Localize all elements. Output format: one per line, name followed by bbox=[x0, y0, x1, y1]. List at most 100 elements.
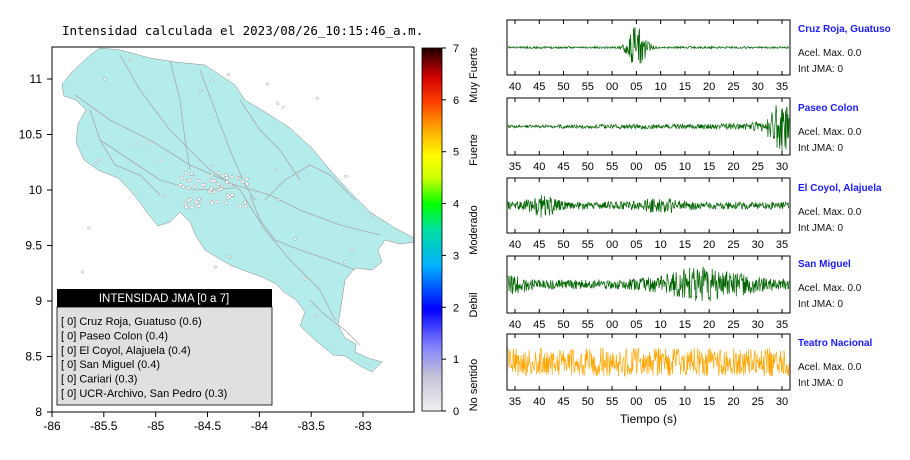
seismogram-tick-label: 20 bbox=[727, 396, 739, 408]
seismogram-tick-label: 25 bbox=[752, 161, 764, 173]
map-ytick-label: 10.5 bbox=[19, 128, 43, 142]
station-marker bbox=[315, 96, 319, 100]
station-marker bbox=[209, 173, 214, 178]
station-marker bbox=[93, 161, 98, 165]
station-marker bbox=[211, 178, 215, 183]
map-xtick-label: -84.5 bbox=[194, 419, 222, 433]
station-marker bbox=[103, 77, 107, 81]
station-info: Cruz Roja, Guatuso Acel. Max. 0.0 Int JMA:… bbox=[798, 22, 910, 78]
seismogram-trace bbox=[507, 266, 790, 302]
station-intensity: Int JMA: 0 bbox=[798, 64, 844, 75]
station-marker bbox=[183, 171, 188, 176]
station-marker bbox=[245, 177, 249, 181]
colorbar-tick-label: 7 bbox=[453, 43, 459, 55]
colorbar-gradient bbox=[421, 47, 443, 412]
station-marker bbox=[216, 182, 221, 186]
station-marker bbox=[277, 198, 281, 202]
seismogram-panel: 40 45 50 55 00 05 10 15 20 25 30 35 bbox=[506, 255, 791, 331]
seismogram-trace bbox=[507, 347, 790, 378]
station-name: Teatro Nacional bbox=[798, 338, 873, 349]
seismogram-tick-label: 25 bbox=[727, 239, 739, 251]
seismogram-tick-label: 15 bbox=[679, 319, 691, 331]
seismogram-tick-label: 30 bbox=[752, 81, 764, 93]
station-marker bbox=[293, 237, 297, 241]
map-title: Intensidad calculada el 2023/08/26_10:15… bbox=[62, 23, 424, 38]
seismogram-tick-label: 45 bbox=[557, 161, 569, 173]
station-marker bbox=[303, 277, 307, 281]
station-accel: Acel. Max. 0.0 bbox=[798, 283, 862, 294]
legend-header bbox=[57, 289, 272, 307]
station-spacer bbox=[798, 352, 910, 360]
station-marker bbox=[274, 168, 278, 172]
station-marker bbox=[97, 158, 101, 162]
costa-rica-landmass bbox=[61, 47, 414, 373]
station-marker bbox=[243, 204, 248, 209]
station-marker bbox=[224, 201, 229, 205]
station-marker bbox=[127, 58, 131, 62]
seismogram-tick-label: 10 bbox=[679, 161, 691, 173]
station-marker bbox=[189, 171, 194, 176]
seismogram-tick-label: 25 bbox=[727, 81, 739, 93]
station-info: San Miguel Acel. Max. 0.0 Int JMA: 0 bbox=[798, 257, 910, 313]
station-marker bbox=[179, 176, 184, 180]
seismogram-tick-label: 40 bbox=[509, 239, 521, 251]
station-intensity: Int JMA: 0 bbox=[798, 223, 844, 234]
station-marker bbox=[245, 182, 249, 186]
seismogram-tick-label: 35 bbox=[776, 239, 788, 251]
station-name: Cruz Roja, Guatuso bbox=[798, 24, 891, 35]
seismogram-tick-label: 00 bbox=[630, 396, 642, 408]
station-marker bbox=[196, 178, 201, 183]
seismogram-tick-label: 55 bbox=[582, 319, 594, 331]
station-spacer bbox=[798, 117, 910, 125]
map-x-axis: -86 -85.5 -85 -84.5 -84 -83.5 -83 bbox=[43, 412, 372, 433]
station-marker bbox=[230, 175, 234, 179]
station-marker bbox=[197, 197, 201, 202]
map-frame bbox=[51, 46, 415, 413]
seismogram-tick-label: 00 bbox=[606, 239, 618, 251]
station-accel: Acel. Max. 0.0 bbox=[798, 362, 862, 373]
station-name: San Miguel bbox=[798, 259, 851, 270]
station-marker bbox=[216, 171, 221, 176]
seismogram-tick-label: 45 bbox=[533, 239, 545, 251]
map-xtick-label: -83 bbox=[354, 419, 372, 433]
station-marker bbox=[227, 195, 232, 199]
seismogram-tick-label: 30 bbox=[752, 239, 764, 251]
station-marker bbox=[162, 195, 166, 199]
seismogram-tick-label: 10 bbox=[679, 396, 691, 408]
station-marker bbox=[215, 199, 220, 204]
seismogram-tick-label: 30 bbox=[752, 319, 764, 331]
station-marker bbox=[225, 180, 229, 185]
station-marker bbox=[281, 105, 285, 109]
legend-item: [ 0] Cariari (0.3) bbox=[61, 374, 137, 386]
station-marker bbox=[210, 164, 214, 168]
colorbar-tick-label: 4 bbox=[453, 199, 459, 211]
map-ytick-label: 9 bbox=[35, 294, 42, 308]
colorbar-class-label: Debil bbox=[468, 292, 480, 317]
station-marker bbox=[190, 205, 194, 209]
seismogram-trace bbox=[507, 27, 790, 64]
station-name: El Coyol, Alajuela bbox=[798, 183, 882, 194]
map-ytick-label: 9.5 bbox=[25, 239, 42, 253]
colorbar-tick-label: 0 bbox=[453, 406, 459, 418]
map-ytick-label: 11 bbox=[30, 72, 43, 86]
station-marker bbox=[147, 141, 151, 145]
station-intensity: Int JMA: 0 bbox=[798, 299, 844, 310]
station-marker bbox=[314, 314, 318, 318]
seismogram-tick-label: 45 bbox=[533, 319, 545, 331]
station-marker bbox=[158, 159, 162, 163]
station-intensity: Int JMA: 0 bbox=[798, 143, 844, 154]
map-xtick-label: -83.5 bbox=[298, 419, 326, 433]
station-marker bbox=[186, 186, 191, 190]
station-accel: Acel. Max. 0.0 bbox=[798, 127, 862, 138]
station-marker bbox=[229, 182, 233, 186]
station-marker bbox=[209, 186, 214, 190]
legend-item: [ 0] El Coyol, Alajuela (0.4) bbox=[61, 345, 191, 357]
station-spacer bbox=[798, 38, 910, 46]
station-spacer bbox=[798, 197, 910, 205]
seismogram-tick-label: 40 bbox=[509, 81, 521, 93]
seismogram-tick-label: 15 bbox=[679, 81, 691, 93]
map-ytick-label: 8 bbox=[35, 405, 42, 419]
seismogram-tick-label: 25 bbox=[727, 319, 739, 331]
